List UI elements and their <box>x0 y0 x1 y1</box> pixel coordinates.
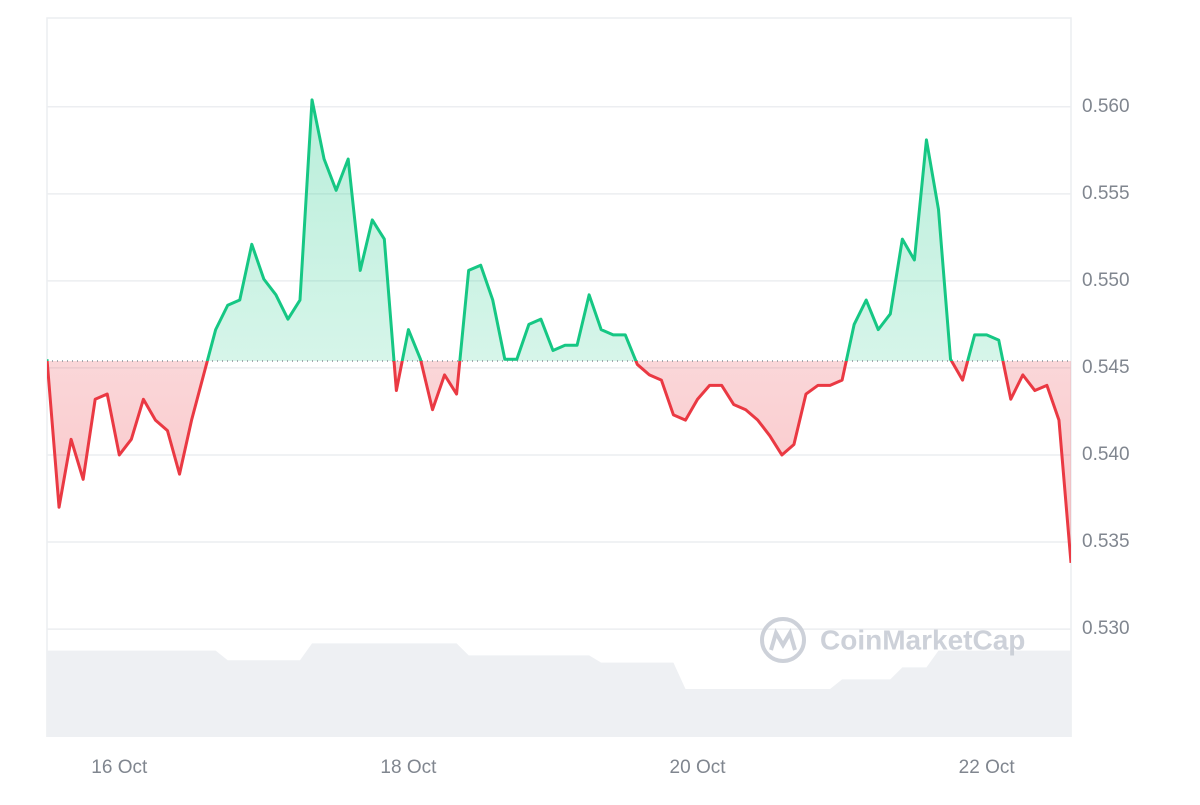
watermark-logo <box>760 617 806 663</box>
y-tick-label: 0.550 <box>1082 270 1130 291</box>
y-tick-label: 0.535 <box>1082 531 1130 552</box>
x-tick-label: 20 Oct <box>670 757 727 778</box>
watermark: CoinMarketCap <box>760 617 1025 663</box>
watermark-text: CoinMarketCap <box>820 624 1025 655</box>
x-tick-label: 16 Oct <box>91 757 148 778</box>
volume-area <box>47 643 1071 737</box>
watermark-logo-mark <box>769 627 797 651</box>
price-area-up <box>47 99 1071 361</box>
price-area-down <box>47 360 1071 563</box>
price-line-up <box>47 98 1005 361</box>
y-tick-label: 0.560 <box>1082 96 1130 117</box>
y-tick-label: 0.540 <box>1082 444 1130 465</box>
x-tick-label: 22 Oct <box>959 757 1016 778</box>
y-tick-label: 0.545 <box>1082 357 1130 378</box>
y-tick-label: 0.555 <box>1082 183 1130 204</box>
y-tick-label: 0.530 <box>1082 618 1130 639</box>
x-tick-label: 18 Oct <box>380 757 437 778</box>
